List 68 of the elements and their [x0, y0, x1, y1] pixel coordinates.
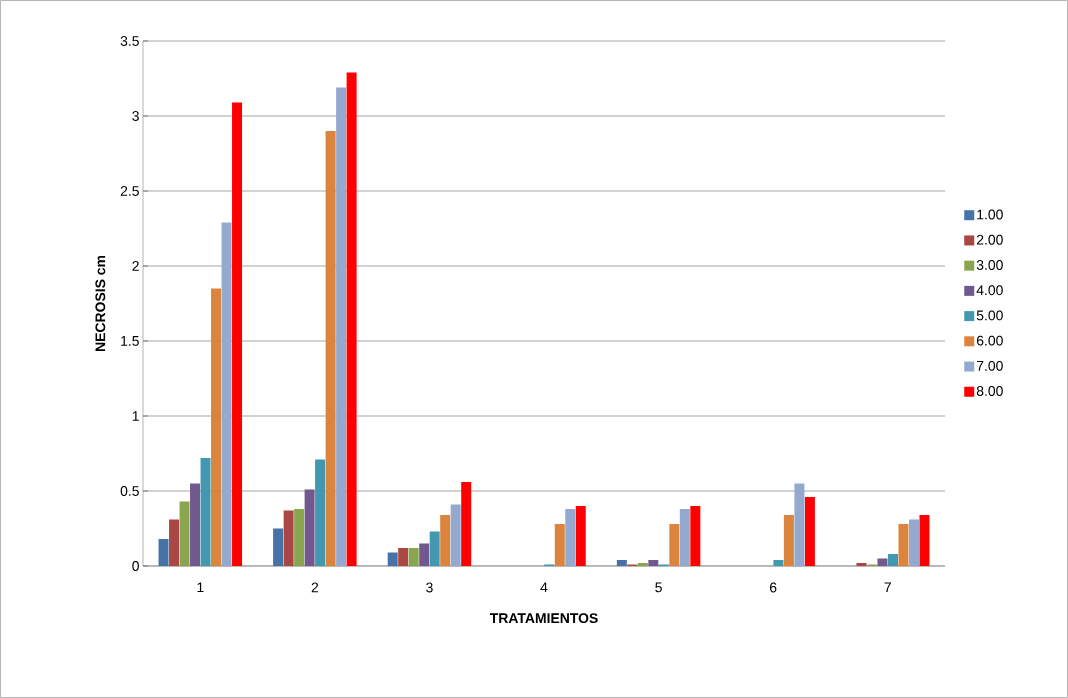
y-tick-label: 2 — [132, 261, 139, 271]
y-tick-label: 0.5 — [120, 486, 139, 496]
bar — [408, 547, 419, 566]
x-tick-label: 2 — [311, 582, 319, 593]
y-tick-label: 2.5 — [120, 186, 139, 196]
bar — [315, 459, 326, 566]
x-tick-label: 6 — [769, 582, 777, 593]
x-tick-label: 3 — [426, 582, 433, 593]
y-tick-label: 3.5 — [120, 36, 139, 46]
legend-label: 3.00 — [976, 260, 1003, 270]
bar — [450, 504, 461, 566]
legend-label: 4.00 — [976, 285, 1003, 296]
bar — [461, 481, 472, 566]
bar — [221, 222, 232, 566]
x-tick-label: 7 — [884, 582, 891, 593]
bar — [856, 562, 867, 566]
bar — [575, 505, 586, 566]
bar — [669, 523, 680, 566]
bar — [232, 102, 243, 566]
bar — [200, 457, 211, 566]
bar — [294, 508, 305, 566]
legend-label: 7.00 — [976, 360, 1003, 371]
x-tick-label: 1 — [197, 582, 204, 593]
bar — [637, 562, 648, 566]
bar — [325, 130, 336, 566]
bar — [794, 483, 805, 566]
x-tick-label: 4 — [540, 582, 548, 593]
x-axis-title: TRATAMIENTOS — [489, 613, 598, 624]
bar — [565, 508, 576, 566]
legend-label: 5.00 — [976, 310, 1003, 321]
bar — [554, 523, 565, 566]
bar — [387, 552, 398, 566]
bar — [179, 501, 190, 566]
bar — [283, 510, 294, 566]
bar — [398, 547, 409, 566]
bar — [690, 505, 701, 566]
bar — [419, 543, 430, 566]
bar — [429, 531, 440, 566]
bar — [616, 559, 627, 566]
legend-label: 2.00 — [976, 234, 1003, 245]
bar — [304, 489, 315, 566]
bar — [887, 553, 898, 566]
bar — [211, 288, 222, 566]
bar — [919, 514, 930, 566]
bar — [783, 514, 794, 566]
bar — [158, 538, 169, 566]
y-axis-title: NECROSIS cm — [95, 255, 106, 351]
bar — [648, 559, 659, 566]
bar — [190, 483, 201, 566]
bar — [679, 508, 690, 566]
bar — [877, 558, 888, 566]
legend-label: 6.00 — [976, 335, 1003, 346]
bar — [908, 519, 919, 566]
bar — [336, 87, 347, 566]
bar — [440, 514, 451, 566]
bar — [804, 496, 815, 566]
bar — [773, 559, 784, 566]
x-tick-label: 5 — [655, 582, 662, 593]
y-tick-label: 1.5 — [121, 336, 139, 346]
legend-label: 8.00 — [976, 386, 1003, 397]
y-tick-label: 0 — [132, 561, 139, 571]
y-tick-label: 3 — [132, 111, 139, 121]
bar — [898, 523, 909, 566]
bar — [273, 528, 284, 566]
legend-label: 1.00 — [977, 209, 1003, 220]
y-tick-label: 1 — [132, 411, 139, 421]
bar — [346, 72, 357, 566]
bar — [169, 519, 180, 566]
